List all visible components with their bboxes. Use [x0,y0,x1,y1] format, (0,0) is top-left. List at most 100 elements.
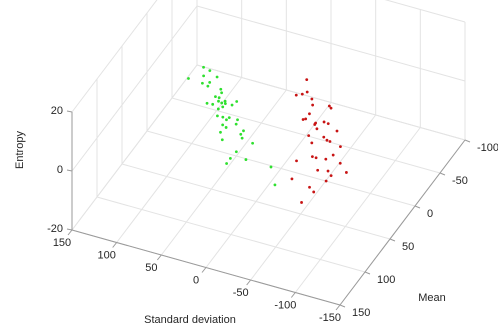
point [220,101,224,105]
point [221,115,225,119]
point [208,69,212,73]
point [329,106,333,110]
point [314,156,318,160]
point [327,104,331,108]
point [221,123,225,127]
grid-line [71,64,198,231]
point [301,118,305,121]
tick-mark [335,304,341,311]
point [294,93,298,97]
grid-line [116,77,243,243]
y-axis-label: Mean [418,292,446,304]
point [300,201,303,204]
y-tick-label: 150 [352,307,370,319]
z-tick-label: -20 [47,223,63,235]
point [322,120,326,124]
y-tick-label: -100 [477,142,498,154]
point [310,141,314,145]
tick-mark [67,229,73,236]
tick-mark [464,139,471,143]
point [201,81,204,85]
x-tick-label: 100 [97,249,115,261]
point [310,155,314,159]
point [325,138,329,142]
point [324,157,328,161]
x-tick-label: 50 [145,262,157,274]
z-tick-label: 0 [57,164,63,176]
grid-line [71,0,158,113]
point [295,159,298,163]
y-tick-label: 0 [427,208,433,220]
tick-mark [66,169,73,172]
tick-mark [112,242,118,248]
point [236,118,239,122]
y-tick-label: 50 [402,241,414,253]
point [234,150,238,154]
point [326,169,330,173]
point [312,190,316,194]
point [239,132,243,136]
point [305,78,309,81]
tick-mark [246,279,252,286]
tick-mark [389,238,396,242]
point [335,129,339,133]
point [316,168,320,172]
point [216,114,219,118]
point [220,91,224,95]
point [290,177,294,181]
y-axis [339,139,466,306]
point [230,103,234,107]
point [251,141,255,145]
x-tick-label: -100 [274,299,296,311]
point [315,127,319,131]
point [223,102,227,106]
point [329,174,333,178]
point [223,99,227,103]
tick-mark [364,271,371,275]
point [202,65,205,69]
point [202,74,206,78]
point [240,136,244,140]
point [208,80,212,84]
point [215,75,219,79]
grid-line [160,89,287,256]
point [214,95,217,98]
x-tick-label: -50 [233,287,249,299]
grid-line [384,0,466,23]
grid-line [294,127,421,293]
tick-mark [414,205,421,209]
x-tick-label: 150 [53,237,71,249]
tick-mark [156,254,162,261]
point [308,185,311,189]
tick-mark [66,110,73,113]
point [216,107,220,111]
point [273,183,277,187]
grid-line [71,5,198,172]
grid-line [250,114,377,281]
point [225,162,228,165]
point [205,101,209,105]
point [227,116,231,120]
point [307,134,311,137]
point [324,179,328,183]
point [219,130,222,134]
z-tick-label: 20 [51,105,63,117]
point [345,171,348,174]
point [313,123,317,126]
point [217,99,220,103]
tick-mark [290,292,296,298]
point [322,135,326,139]
point [224,126,228,129]
point [331,153,335,157]
point [244,158,248,161]
point [339,145,342,149]
point [269,165,273,169]
point [338,161,342,165]
point [305,90,309,94]
point [326,122,330,126]
point [219,87,223,91]
tick-mark [339,304,346,308]
y-tick-label: -50 [452,175,468,187]
point [221,105,225,109]
grid-line [205,102,332,268]
